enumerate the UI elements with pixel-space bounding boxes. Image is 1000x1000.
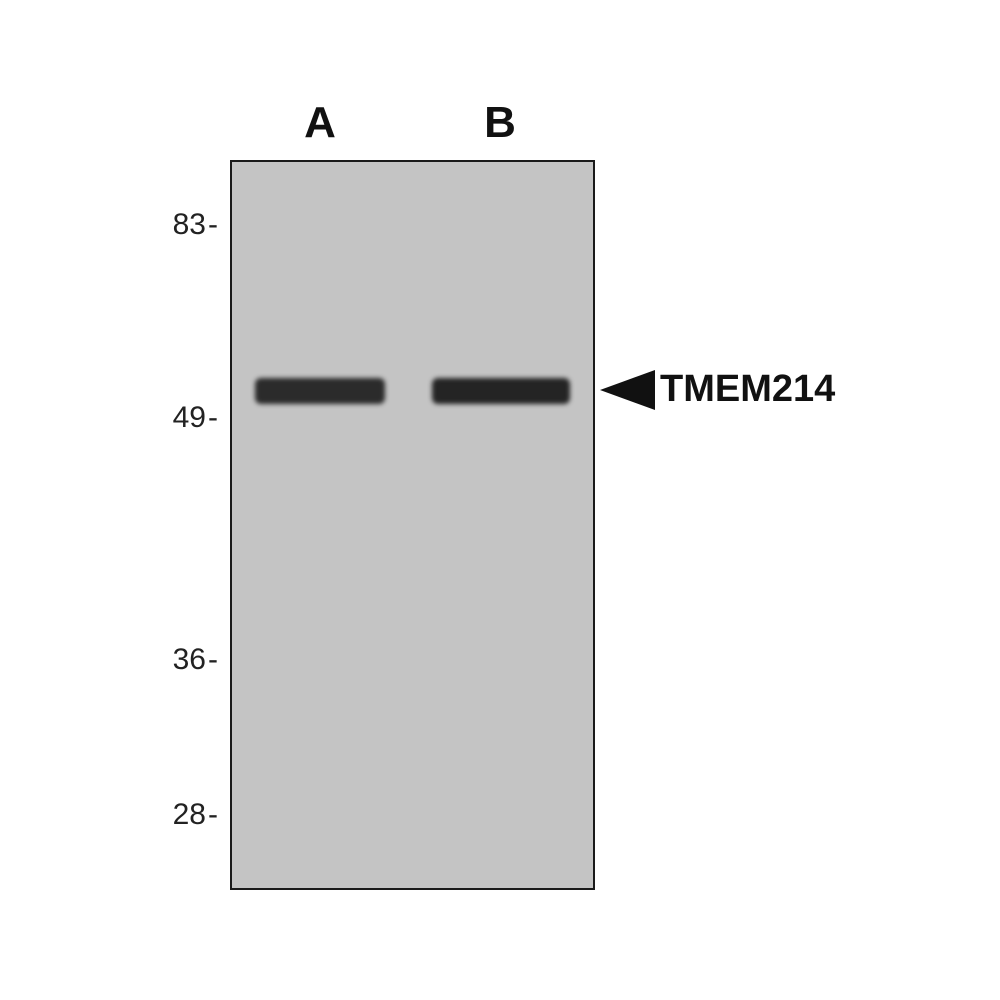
protein-band [432,378,570,404]
mw-marker-dash: - [208,798,218,831]
mw-marker-label: 28- [173,798,218,832]
mw-marker-label: 83- [173,208,218,242]
lane-label-b: B [470,98,530,148]
figure-canvas: A B 83- 49- 36- 28- TMEM214 [0,0,1000,1000]
mw-marker-dash: - [208,401,218,434]
target-arrow-icon [600,370,655,410]
target-protein-label: TMEM214 [660,368,835,411]
protein-band [255,378,385,404]
mw-marker-dash: - [208,643,218,676]
mw-marker-label: 36- [173,643,218,677]
lane-label-a: A [290,98,350,148]
mw-marker-label: 49- [173,401,218,435]
blot-membrane [230,160,595,890]
mw-marker-dash: - [208,208,218,241]
